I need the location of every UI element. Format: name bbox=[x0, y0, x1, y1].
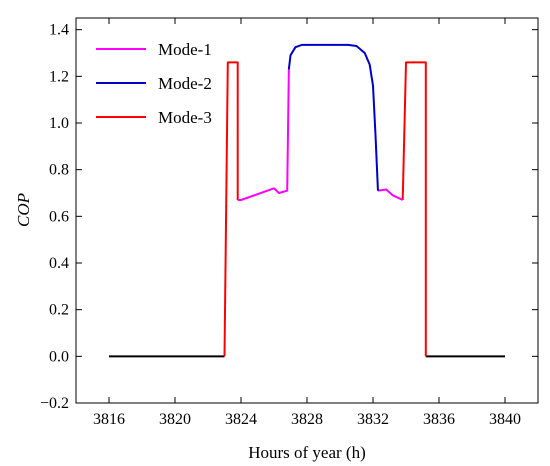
y-tick-label: 0.8 bbox=[49, 162, 69, 179]
x-tick-label: 3820 bbox=[159, 411, 191, 428]
legend-label-mode-1: Mode-1 bbox=[158, 40, 212, 59]
y-tick-label: 0.0 bbox=[49, 348, 69, 365]
legend-label-mode-3: Mode-3 bbox=[158, 108, 212, 127]
y-tick-label: 1.0 bbox=[49, 115, 69, 132]
x-tick-label: 3840 bbox=[489, 411, 521, 428]
y-tick-label: 0.6 bbox=[49, 208, 69, 225]
y-axis-ticks: −0.2 0.0 0.2 0.4 0.6 0.8 1.0 1.2 1.4 bbox=[40, 22, 538, 412]
plot-frame bbox=[75, 17, 539, 404]
x-axis-ticks: 3816 3820 3824 3828 3832 3836 3840 bbox=[93, 18, 521, 428]
mode-2-series-line bbox=[287, 43, 379, 191]
mode-3-series-line bbox=[401, 61, 427, 357]
legend-label-mode-2: Mode-2 bbox=[158, 74, 212, 93]
y-tick-label: 0.4 bbox=[49, 255, 69, 272]
mode-1-series-line bbox=[237, 69, 290, 201]
mode-3-series-line bbox=[223, 61, 239, 357]
y-tick-label: 1.2 bbox=[49, 68, 69, 85]
y-tick-label: 0.2 bbox=[49, 302, 69, 319]
legend: Mode-1 Mode-2 Mode-3 bbox=[96, 40, 212, 127]
series-layer bbox=[109, 43, 505, 358]
x-tick-label: 3828 bbox=[291, 411, 323, 428]
x-axis-label: Hours of year (h) bbox=[248, 443, 366, 462]
y-tick-label: −0.2 bbox=[40, 395, 69, 412]
y-tick-label: 1.4 bbox=[49, 22, 69, 39]
y-axis-label: COP bbox=[14, 193, 33, 227]
x-tick-label: 3836 bbox=[423, 411, 455, 428]
x-tick-label: 3816 bbox=[93, 411, 125, 428]
x-tick-label: 3832 bbox=[357, 411, 389, 428]
x-tick-label: 3824 bbox=[225, 411, 257, 428]
mode-1-series-line bbox=[377, 188, 404, 201]
